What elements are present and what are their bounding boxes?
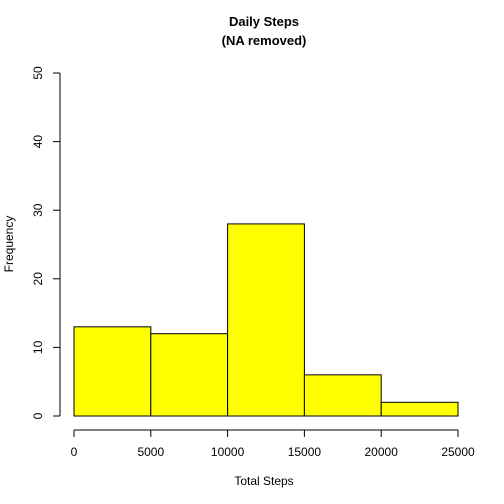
histogram-bar-1 (150, 333, 229, 417)
bars-group (73, 223, 459, 417)
histogram-bar-3 (303, 374, 382, 417)
x-tick-label-1: 5000 (137, 445, 164, 459)
y-tick-label-1: 10 (31, 340, 45, 354)
x-tick-label-5: 25000 (441, 445, 475, 459)
y-tick-label-5: 50 (31, 66, 45, 80)
chart-title: Daily Steps (229, 14, 299, 29)
x-tick-label-0: 0 (71, 445, 78, 459)
y-tick-label-2: 20 (31, 272, 45, 286)
x-tick-label-3: 15000 (288, 445, 322, 459)
y-tick-label-0: 0 (31, 412, 45, 419)
y-axis-label: Frequency (2, 216, 16, 273)
x-tick-label-2: 10000 (211, 445, 245, 459)
histogram-bar-4 (380, 401, 459, 417)
x-axis: 0 5000 10000 15000 20000 25000 (71, 429, 475, 459)
histogram-bar-2 (227, 223, 305, 417)
y-axis: 0 10 20 30 40 50 (31, 66, 61, 419)
y-tick-label-3: 30 (31, 203, 45, 217)
x-axis-label: Total Steps (234, 474, 293, 488)
y-tick-label-4: 40 (31, 135, 45, 149)
chart-subtitle: (NA removed) (222, 33, 307, 48)
histogram-bar-0 (73, 326, 152, 417)
x-tick-label-4: 20000 (365, 445, 399, 459)
